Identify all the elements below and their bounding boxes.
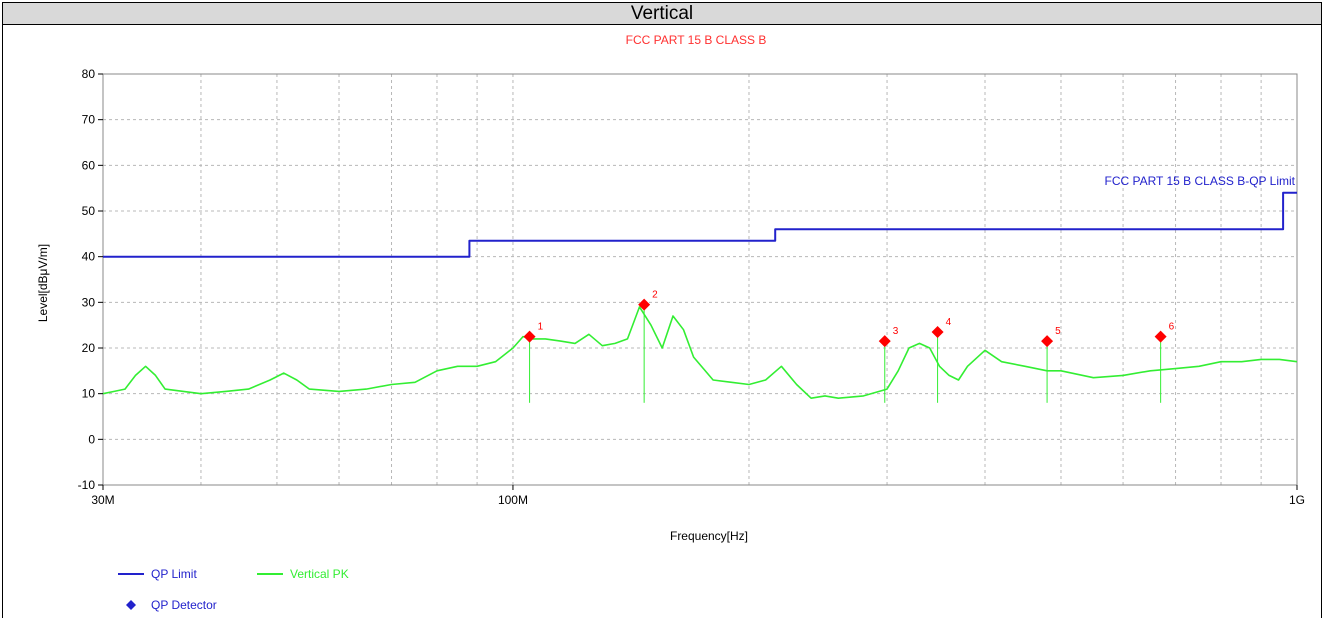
qp-marker-label-6: 6 xyxy=(1169,322,1175,333)
emission-chart: -10 0 10 20 30 40 50 60 70 80 30M 100M 1G 1 2 3 4 5 6 FCC… xyxy=(36,33,1305,612)
y-tick-label: 40 xyxy=(82,250,96,264)
qp-marker-3 xyxy=(878,335,891,348)
x-tick-label: 30M xyxy=(91,493,114,507)
qp-marker-label-5: 5 xyxy=(1055,326,1061,337)
x-tick-label: 100M xyxy=(498,493,528,507)
qp-marker-1 xyxy=(523,330,536,343)
qp-marker-5 xyxy=(1041,335,1054,348)
legend-qp-detector-label: QP Detector xyxy=(151,598,217,612)
qp-marker-2 xyxy=(638,298,651,311)
y-tick-label: 20 xyxy=(82,341,96,355)
y-tick-label: -10 xyxy=(78,478,96,492)
series-layer xyxy=(102,191,1298,399)
y-tick-label: 80 xyxy=(82,67,96,81)
y-tick-label: 10 xyxy=(82,387,96,401)
x-axis-label: Frequency[Hz] xyxy=(670,529,748,543)
legend-qp-limit-label: QP Limit xyxy=(151,567,197,581)
plot-area xyxy=(102,73,1298,486)
legend: QP Limit Vertical PK QP Detector xyxy=(118,567,349,612)
qp-marker-label-2: 2 xyxy=(652,290,658,301)
legend-qp-detector-icon xyxy=(126,600,136,610)
x-tick-label: 1G xyxy=(1289,493,1305,507)
section-title: Vertical xyxy=(3,3,1321,25)
y-tick-label: 70 xyxy=(82,113,96,127)
qp-marker-label-3: 3 xyxy=(893,326,899,337)
series-vertical-pk xyxy=(102,306,1298,399)
y-tick-label: 30 xyxy=(82,295,96,309)
y-axis-label: Level[dBμV/m] xyxy=(36,244,50,322)
qp-marker-4 xyxy=(931,326,944,339)
grid-lines xyxy=(103,74,1297,485)
axes: -10 0 10 20 30 40 50 60 70 80 30M 100M 1G xyxy=(78,67,1305,507)
qp-marker-label-4: 4 xyxy=(946,317,952,328)
limit-line-label: FCC PART 15 B CLASS B-QP Limit xyxy=(1104,174,1295,188)
qp-marker-label-1: 1 xyxy=(538,322,544,333)
y-tick-label: 0 xyxy=(88,432,95,446)
series-qp-limit xyxy=(103,191,1297,258)
y-tick-label: 50 xyxy=(82,204,96,218)
marker-layer: 1 2 3 4 5 6 xyxy=(523,290,1175,403)
chart-title: FCC PART 15 B CLASS B xyxy=(626,33,767,47)
legend-vertical-pk-label: Vertical PK xyxy=(290,567,349,581)
y-tick-label: 60 xyxy=(82,158,96,172)
qp-marker-6 xyxy=(1154,330,1167,343)
